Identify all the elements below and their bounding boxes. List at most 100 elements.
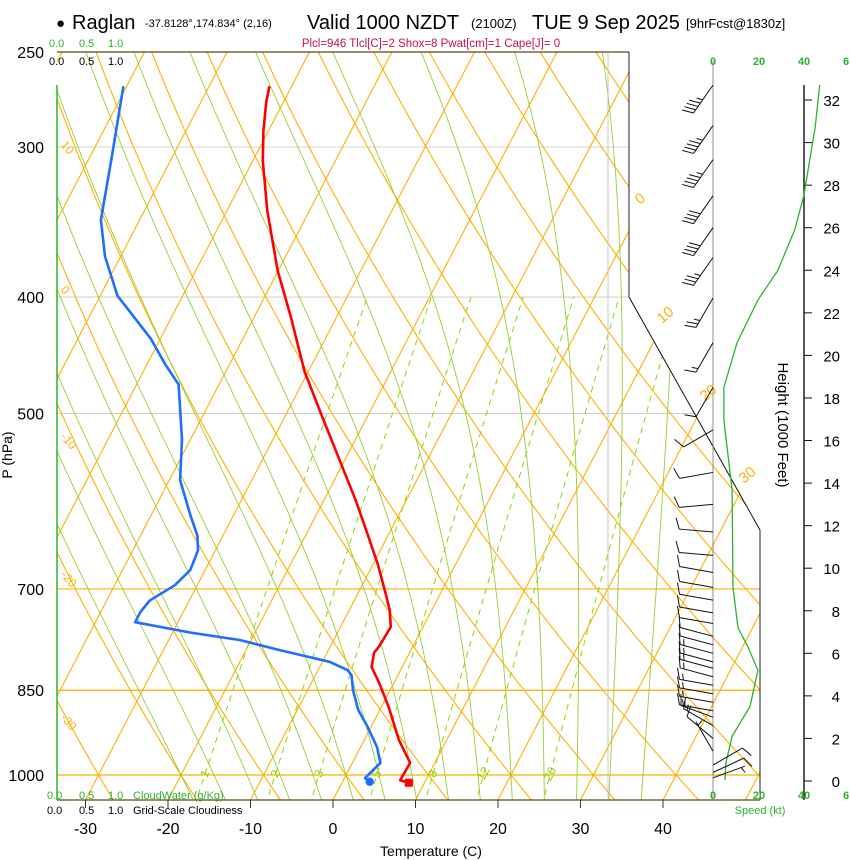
wind-barb-feather: [682, 183, 694, 188]
height-tick-label: 6: [832, 646, 840, 663]
wind-barb: [676, 595, 714, 614]
wind-barb-feather: [682, 252, 694, 257]
height-tick-label: 18: [823, 391, 840, 408]
wind-barb: [682, 257, 714, 286]
dry-adiabat-line: [95, 52, 537, 800]
station-name: Raglan: [72, 12, 135, 34]
wind-barb-half-feather: [697, 720, 703, 726]
mixing-ratio-line: [309, 296, 472, 800]
wind-barb-feather: [742, 747, 752, 756]
wind-barb: [684, 297, 714, 328]
wind-barb: [676, 582, 714, 601]
wind-barb: [682, 125, 714, 154]
moist-adiabat-line: [129, 52, 419, 800]
pressure-tick-label: 700: [17, 582, 44, 599]
speed-tick-bottom: 6: [843, 790, 849, 802]
height-tick-label: 0: [832, 774, 840, 791]
isotherm-label: 0: [632, 190, 649, 208]
wind-barb-stem: [695, 387, 714, 418]
cloudiness-tick: 0.0: [49, 56, 64, 68]
wind-barb-half-feather: [682, 690, 684, 698]
dry-adiabat-line: [373, 52, 760, 800]
isotherm-line: [57, 52, 398, 800]
wind-barb-feather: [676, 554, 681, 567]
speed-tick-top: 6: [843, 56, 849, 68]
dry-adiabat-label: -30: [58, 711, 80, 734]
cloudwater-tick: 0.5: [79, 38, 94, 50]
wind-barb-feather: [676, 595, 681, 608]
wind-barb: [674, 429, 714, 448]
speed-tick-top: 0: [710, 56, 716, 68]
wind-barb-stem: [679, 678, 714, 686]
wind-barb: [678, 632, 714, 654]
wind-barb-feather: [688, 210, 701, 215]
wind-barb-stem: [679, 528, 714, 533]
wind-barb: [678, 647, 714, 669]
wind-barb-feather: [676, 693, 681, 705]
surface-temperature-marker: [404, 778, 413, 787]
wind-barb-stem: [680, 658, 714, 669]
wind-barb-half-feather: [740, 767, 746, 773]
height-tick-label: 22: [823, 306, 840, 323]
temperature-tick-label: -30: [74, 821, 97, 838]
wind-barb-feather: [686, 177, 699, 182]
wind-barb-half-feather: [682, 682, 684, 689]
cloud-scale-top: 0.0 0.5 1.0 0.0 0.5 1.0: [49, 38, 123, 68]
wind-barb-feather: [682, 220, 694, 225]
moist-adiabat-line: [57, 52, 261, 800]
wind-barb: [682, 159, 714, 188]
speed-tick-bottom: 20: [753, 790, 765, 802]
isotherm-label: 30: [736, 463, 760, 487]
moist-adiabat-line: [185, 52, 450, 800]
wind-barb-feather: [678, 632, 681, 645]
wind-barb-stem: [680, 627, 714, 637]
dry-adiabat-line: [57, 52, 369, 800]
background-lines: [57, 52, 760, 800]
wind-barb-feather: [682, 149, 694, 154]
pressure-tick-label: 400: [17, 290, 44, 307]
height-axis-title: Height (1000 Feet): [774, 362, 791, 487]
moist-adiabat-line: [416, 52, 545, 800]
wind-barb-stem: [680, 644, 714, 654]
wind-barb-feather: [683, 697, 687, 709]
temperature-profile-line: [261, 85, 412, 785]
pressure-tick-label: 500: [17, 406, 44, 423]
wind-barb-feather: [678, 624, 681, 637]
wind-barb-stem: [679, 566, 714, 573]
wind-barb-stem: [712, 747, 743, 766]
y-axis-title: P (hPa): [0, 431, 15, 478]
wind-barb-stem: [693, 195, 714, 224]
wind-barb-feather: [684, 216, 696, 221]
profiles: [99, 85, 821, 787]
height-tick-label: 12: [823, 519, 840, 536]
isotherm-line: [57, 52, 151, 800]
moist-adiabat-line: [57, 52, 293, 800]
wind-barb-feather: [684, 146, 696, 151]
wind-barb-half-feather: [682, 699, 684, 706]
moist-adiabat-line: [327, 52, 513, 800]
dry-adiabat-line: [57, 52, 453, 800]
wind-barb-feather: [674, 438, 684, 448]
wind-barb-feather: [686, 705, 692, 717]
wind-barb: [673, 467, 714, 479]
mixing-ratio-line: [367, 296, 524, 800]
wind-barb-feather: [673, 496, 680, 508]
moist-adiabat-line: [57, 52, 197, 800]
temperature-tick-label: 10: [407, 821, 425, 838]
wind-barb-feather: [678, 647, 681, 660]
wind-barb: [676, 606, 714, 625]
wind-barb-stem: [680, 667, 714, 678]
wind-barbs: [673, 84, 753, 779]
wind-barb-feather: [684, 180, 696, 185]
wind-speed-profile-line: [723, 85, 821, 780]
mixing-ratio-line: [474, 296, 620, 800]
temperature-tick-label: 30: [572, 821, 590, 838]
mixing-ratio-line: [541, 296, 680, 800]
mixing-ratio-label: 2: [267, 767, 283, 780]
wind-barb: [682, 227, 714, 257]
cloud-scale-bottom: 0.0 0.5 1.0 CloudWater (g/Kg) 0.0 0.5 1.…: [47, 790, 243, 817]
temperature-tick-label: 20: [489, 821, 507, 838]
wind-barb: [673, 496, 714, 508]
